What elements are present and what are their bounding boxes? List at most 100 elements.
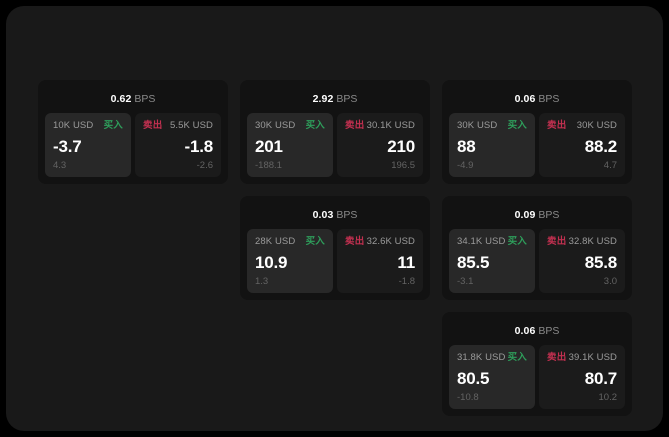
sell-delta: -2.6 [196, 159, 213, 171]
sell-action-tag: 卖出 [547, 236, 567, 247]
bps-value: 0.03 [312, 209, 334, 221]
sell-delta: 10.2 [598, 391, 618, 403]
quote-column: 2.92 BPS 30K USD 买入 201 -188.1 卖出 [240, 80, 430, 300]
buy-delta: -10.8 [457, 391, 479, 403]
sell-delta: 4.7 [603, 159, 617, 171]
buy-delta: 1.3 [255, 275, 269, 287]
buy-action-tag: 买入 [103, 120, 123, 131]
buy-price: 10.9 [255, 253, 288, 272]
sell-price: 80.7 [584, 369, 617, 388]
buy-side-header: 28K USD 买入 [255, 237, 325, 247]
app-panel: 0.62 BPS 10K USD 买入 -3.7 4.3 卖出 [6, 6, 663, 431]
sell-quantity: 32.8K USD [568, 236, 617, 247]
card-header: 0.62 BPS [45, 87, 221, 113]
card-header: 0.06 BPS [449, 87, 625, 113]
sell-side-panel[interactable]: 卖出 5.5K USD -1.8 -2.6 [135, 113, 221, 177]
sell-delta: 3.0 [603, 275, 617, 287]
bps-unit-label: BPS [538, 209, 560, 221]
sell-price: 11 [397, 253, 415, 272]
buy-quantity: 28K USD [255, 236, 296, 247]
buy-quantity: 30K USD [255, 120, 296, 131]
buy-price: -3.7 [53, 137, 82, 156]
bps-value: 2.92 [312, 93, 334, 105]
sell-delta: -1.8 [398, 275, 415, 287]
sell-quantity: 5.5K USD [169, 120, 213, 131]
sell-side-header: 卖出 5.5K USD [143, 121, 213, 131]
quote-card[interactable]: 0.09 BPS 34.1K USD 买入 85.5 -3.1 卖出 [442, 196, 632, 300]
sell-side-header: 卖出 30.1K USD [345, 121, 415, 131]
buy-price: 88 [457, 137, 476, 156]
bps-unit-label: BPS [538, 93, 560, 105]
buy-side-panel[interactable]: 31.8K USD 买入 80.5 -10.8 [449, 345, 535, 409]
buy-quantity: 31.8K USD [457, 352, 506, 363]
buy-price: 85.5 [457, 253, 490, 272]
bps-value: 0.06 [514, 93, 536, 105]
card-sides: 31.8K USD 买入 80.5 -10.8 卖出 39.1K USD 80.… [449, 345, 625, 409]
bps-value: 0.62 [110, 93, 132, 105]
buy-delta: 4.3 [53, 159, 67, 171]
sell-side-header: 卖出 39.1K USD [547, 353, 617, 363]
buy-delta: -3.1 [457, 275, 474, 287]
card-sides: 34.1K USD 买入 85.5 -3.1 卖出 32.8K USD 85.8… [449, 229, 625, 293]
quote-card[interactable]: 2.92 BPS 30K USD 买入 201 -188.1 卖出 [240, 80, 430, 184]
bps-unit-label: BPS [134, 93, 156, 105]
sell-side-header: 卖出 30K USD [547, 121, 617, 131]
sell-side-header: 卖出 32.8K USD [547, 237, 617, 247]
quote-card[interactable]: 0.06 BPS 31.8K USD 买入 80.5 -10.8 卖出 [442, 312, 632, 416]
card-sides: 28K USD 买入 10.9 1.3 卖出 32.6K USD 11 -1.8 [247, 229, 423, 293]
bps-unit-label: BPS [538, 325, 560, 337]
sell-price: 210 [387, 137, 415, 156]
quote-card[interactable]: 0.03 BPS 28K USD 买入 10.9 1.3 卖出 [240, 196, 430, 300]
sell-price: 85.8 [584, 253, 617, 272]
sell-side-panel[interactable]: 卖出 32.6K USD 11 -1.8 [337, 229, 423, 293]
buy-side-panel[interactable]: 30K USD 买入 88 -4.9 [449, 113, 535, 177]
sell-action-tag: 卖出 [143, 120, 163, 131]
card-header: 0.09 BPS [449, 203, 625, 229]
sell-action-tag: 卖出 [345, 120, 365, 131]
bps-value: 0.06 [514, 325, 536, 337]
buy-action-tag: 买入 [507, 352, 527, 363]
bps-value: 0.09 [514, 209, 536, 221]
quote-column: 0.62 BPS 10K USD 买入 -3.7 4.3 卖出 [38, 80, 228, 184]
sell-side-panel[interactable]: 卖出 39.1K USD 80.7 10.2 [539, 345, 625, 409]
sell-quantity: 39.1K USD [568, 352, 617, 363]
sell-action-tag: 卖出 [547, 120, 567, 131]
sell-side-header: 卖出 32.6K USD [345, 237, 415, 247]
buy-action-tag: 买入 [305, 236, 325, 247]
quote-column: 0.06 BPS 30K USD 买入 88 -4.9 卖出 [442, 80, 632, 416]
bps-unit-label: BPS [336, 93, 358, 105]
sell-price: 88.2 [584, 137, 617, 156]
sell-price: -1.8 [184, 137, 214, 156]
quote-card[interactable]: 0.06 BPS 30K USD 买入 88 -4.9 卖出 [442, 80, 632, 184]
sell-quantity: 32.6K USD [366, 236, 415, 247]
sell-action-tag: 卖出 [547, 352, 567, 363]
sell-side-panel[interactable]: 卖出 32.8K USD 85.8 3.0 [539, 229, 625, 293]
card-sides: 30K USD 买入 201 -188.1 卖出 30.1K USD 210 1… [247, 113, 423, 177]
sell-quantity: 30.1K USD [366, 120, 415, 131]
buy-quantity: 34.1K USD [457, 236, 506, 247]
buy-side-header: 10K USD 买入 [53, 121, 123, 131]
buy-side-panel[interactable]: 28K USD 买入 10.9 1.3 [247, 229, 333, 293]
buy-action-tag: 买入 [507, 236, 527, 247]
card-header: 0.03 BPS [247, 203, 423, 229]
quote-board: 0.62 BPS 10K USD 买入 -3.7 4.3 卖出 [38, 80, 646, 416]
sell-action-tag: 卖出 [345, 236, 365, 247]
buy-quantity: 10K USD [53, 120, 94, 131]
buy-action-tag: 买入 [507, 120, 527, 131]
sell-side-panel[interactable]: 卖出 30.1K USD 210 196.5 [337, 113, 423, 177]
buy-price: 201 [255, 137, 283, 156]
buy-side-panel[interactable]: 34.1K USD 买入 85.5 -3.1 [449, 229, 535, 293]
buy-side-panel[interactable]: 30K USD 买入 201 -188.1 [247, 113, 333, 177]
quote-card[interactable]: 0.62 BPS 10K USD 买入 -3.7 4.3 卖出 [38, 80, 228, 184]
sell-delta: 196.5 [391, 159, 415, 171]
buy-side-header: 30K USD 买入 [457, 121, 527, 131]
card-sides: 30K USD 买入 88 -4.9 卖出 30K USD 88.2 4.7 [449, 113, 625, 177]
buy-delta: -4.9 [457, 159, 474, 171]
card-header: 2.92 BPS [247, 87, 423, 113]
buy-side-header: 30K USD 买入 [255, 121, 325, 131]
buy-side-panel[interactable]: 10K USD 买入 -3.7 4.3 [45, 113, 131, 177]
sell-side-panel[interactable]: 卖出 30K USD 88.2 4.7 [539, 113, 625, 177]
buy-price: 80.5 [457, 369, 490, 388]
sell-quantity: 30K USD [576, 120, 617, 131]
buy-delta: -188.1 [255, 159, 282, 171]
